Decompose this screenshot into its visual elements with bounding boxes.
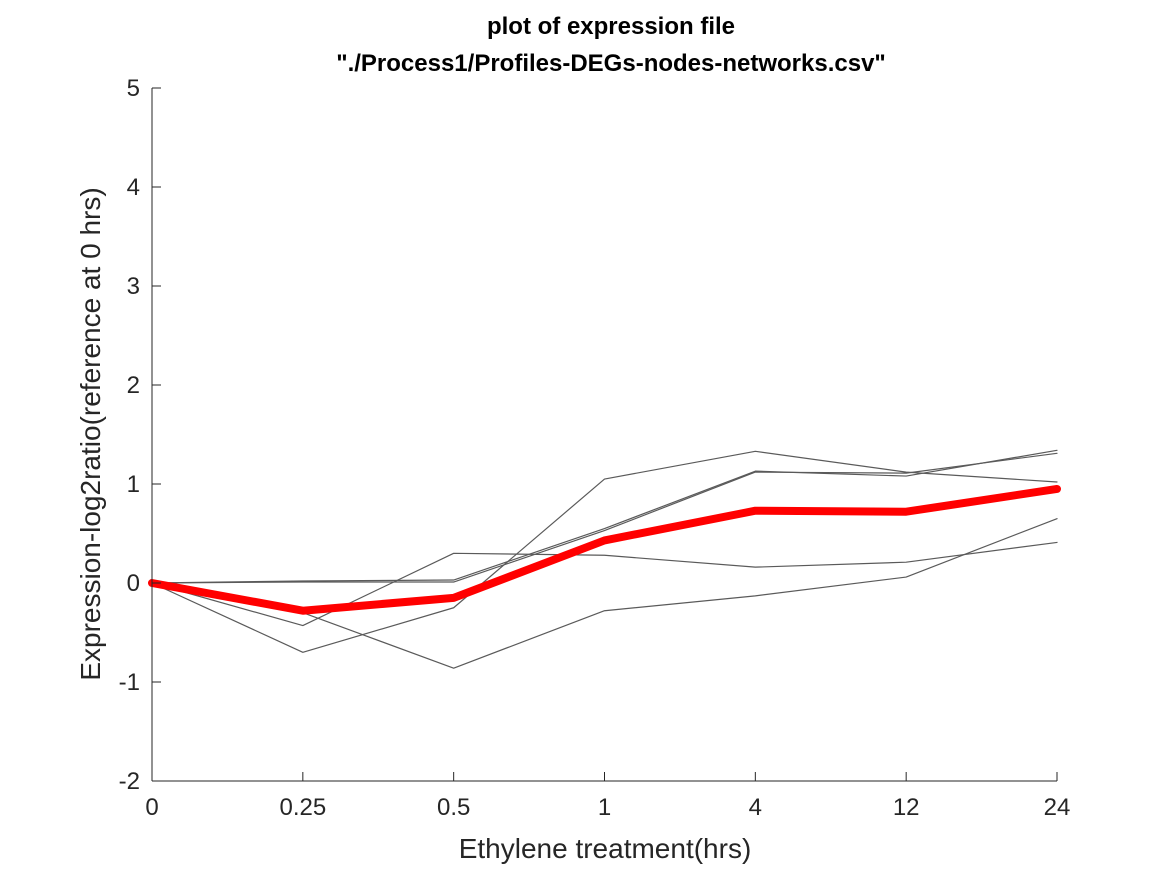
y-tick-label: 4 bbox=[127, 174, 140, 201]
x-tick-label: 24 bbox=[1044, 794, 1071, 821]
y-axis-ticks: -2 -1 0 1 2 3 4 5 bbox=[119, 75, 161, 795]
y-tick-label: 1 bbox=[127, 471, 140, 498]
y-tick-label: 2 bbox=[127, 372, 140, 399]
y-tick-label: 0 bbox=[127, 570, 140, 597]
x-tick-label: 0 bbox=[145, 794, 158, 821]
series-line bbox=[151, 449, 1058, 584]
series-layer bbox=[148, 449, 1061, 669]
x-tick-label: 4 bbox=[749, 794, 762, 821]
y-tick-label: 5 bbox=[127, 75, 140, 102]
y-tick-label: -2 bbox=[119, 768, 140, 795]
x-tick-label: 12 bbox=[893, 794, 920, 821]
x-tick-label: 0.5 bbox=[437, 794, 470, 821]
series-line bbox=[151, 452, 1058, 584]
y-tick-label: -1 bbox=[119, 669, 140, 696]
x-tick-label: 0.25 bbox=[279, 794, 326, 821]
x-axis-label: Ethylene treatment(hrs) bbox=[459, 833, 752, 864]
chart-title: plot of expression file bbox=[487, 13, 735, 40]
chart-subtitle: "./Process1/Profiles-DEGs-nodes-networks… bbox=[336, 50, 886, 77]
mean-series-line bbox=[148, 484, 1061, 615]
x-axis-ticks: 0 0.25 0.5 1 4 12 24 bbox=[145, 772, 1070, 821]
series-line bbox=[151, 541, 1058, 627]
y-tick-label: 3 bbox=[127, 273, 140, 300]
y-axis-label: Expression-log2ratio(reference at 0 hrs) bbox=[75, 187, 106, 680]
series-line bbox=[151, 450, 1058, 653]
x-tick-label: 1 bbox=[598, 794, 611, 821]
